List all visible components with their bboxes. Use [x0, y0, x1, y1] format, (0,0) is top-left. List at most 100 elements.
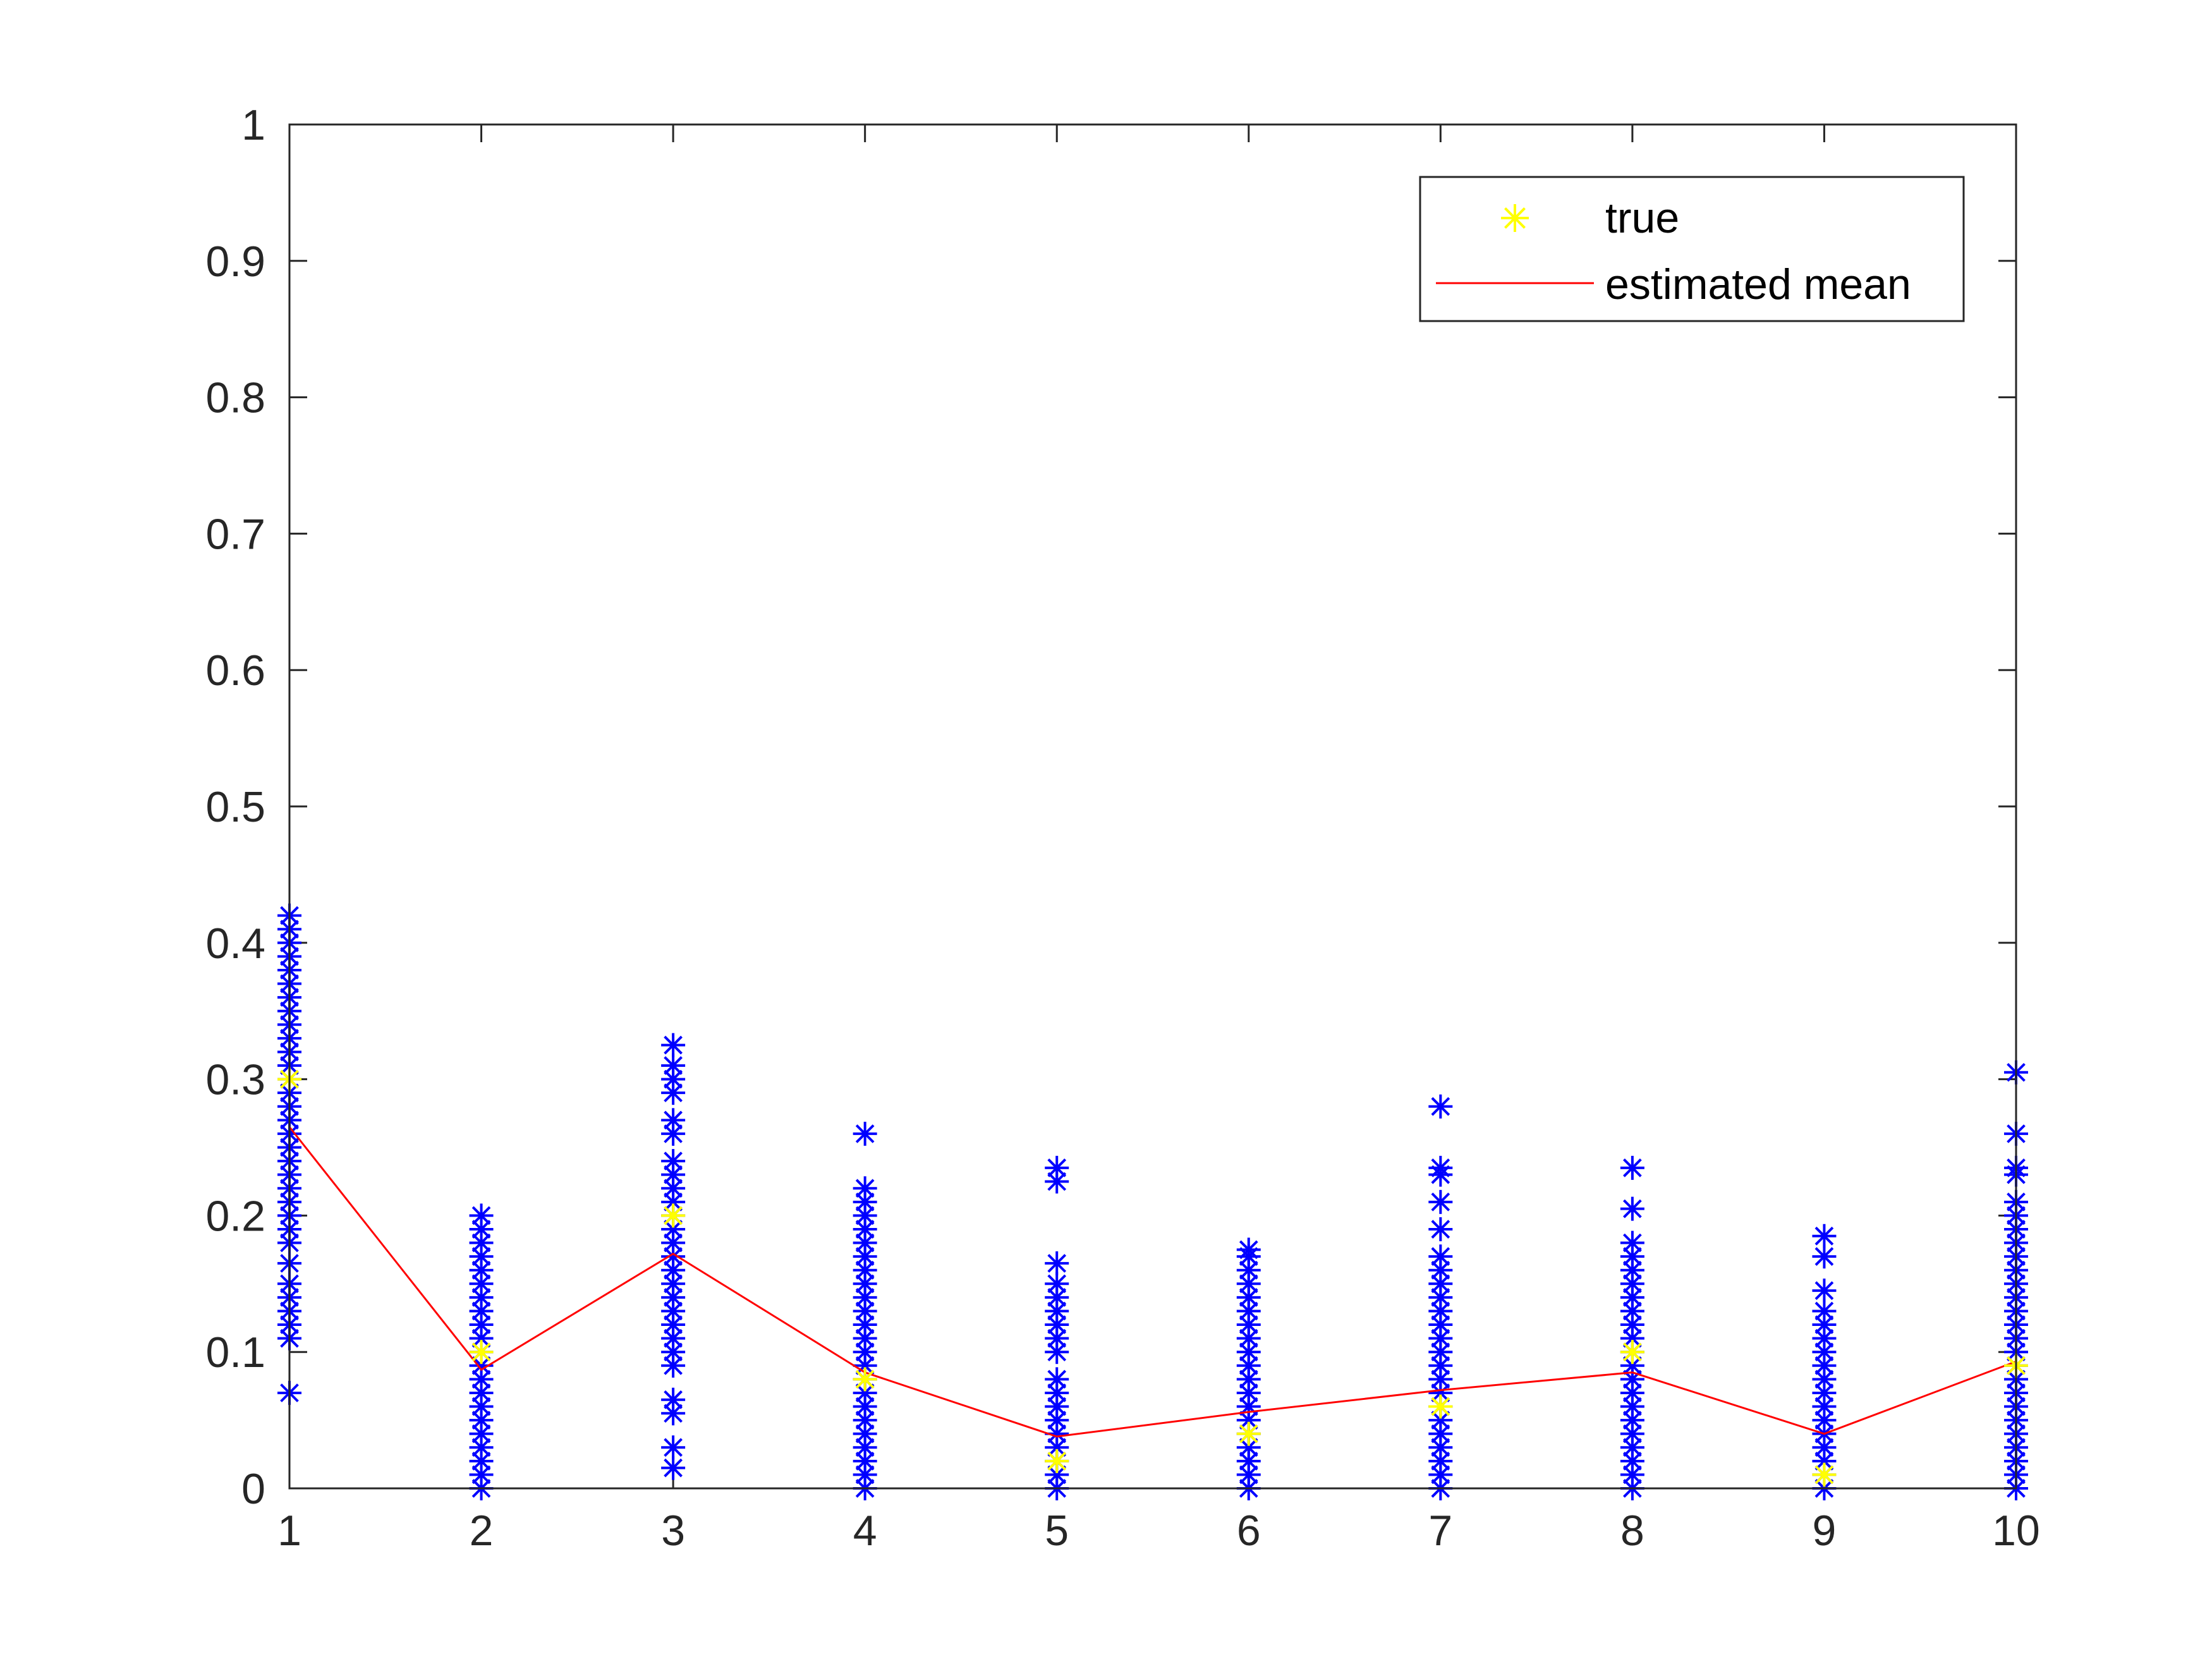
- sample-point: [1236, 1237, 1261, 1262]
- x-tick-label: 8: [1620, 1507, 1644, 1555]
- sample-point: [1620, 1155, 1644, 1180]
- sample-point: [853, 1121, 877, 1146]
- tick-labels: 1 2 3 4 5 6 7 8 9 10 0 0.1 0.2 0.3 0.4 0.5 0.6 0.7 0.8 0.9 1: [205, 101, 2039, 1555]
- estimated-mean-line-group: [288, 1126, 2017, 1438]
- sample-point: [469, 1299, 494, 1323]
- sample-point: [853, 1449, 877, 1473]
- x-tick-label: 7: [1428, 1507, 1452, 1555]
- sample-point: [661, 1054, 686, 1078]
- sample-point: [1620, 1421, 1644, 1446]
- y-tick-label: 0.1: [205, 1328, 265, 1376]
- sample-point: [853, 1408, 877, 1433]
- sample-point: [853, 1299, 877, 1323]
- sample-point: [1428, 1367, 1453, 1392]
- sample-point: [661, 1455, 686, 1480]
- legend-true-marker: [1501, 204, 1529, 232]
- sample-point: [1045, 1394, 1069, 1419]
- sample-point: [853, 1217, 877, 1241]
- x-tick-label: 10: [1992, 1507, 2040, 1555]
- y-tick-label: 0.9: [205, 238, 265, 286]
- sample-point: [1045, 1251, 1069, 1275]
- sample-point: [1812, 1224, 1837, 1248]
- sample-point: [661, 1149, 686, 1174]
- sample-point: [469, 1244, 494, 1269]
- sample-point: [1620, 1196, 1644, 1221]
- sample-point: [1045, 1155, 1069, 1180]
- plot-frame: [288, 123, 2017, 1490]
- sample-point: [1620, 1408, 1644, 1433]
- legend: true estimated mean: [1419, 176, 1965, 322]
- sample-point: [1236, 1285, 1261, 1310]
- legend-box: [1419, 176, 1965, 322]
- true-point: [853, 1367, 877, 1392]
- y-tick-label: 0.6: [205, 647, 265, 695]
- sample-point: [469, 1462, 494, 1487]
- legend-label-estimated-mean: estimated mean: [1605, 260, 1911, 308]
- sample-point: [1620, 1272, 1644, 1296]
- sample-point: [469, 1272, 494, 1296]
- true-point: [1812, 1462, 1837, 1487]
- sample-point: [853, 1176, 877, 1201]
- sample-point: [661, 1435, 686, 1460]
- legend-label-true: true: [1605, 194, 1679, 242]
- sample-point: [1812, 1299, 1837, 1323]
- true-point: [469, 1340, 494, 1364]
- sample-point: [1428, 1449, 1453, 1473]
- y-tick-label: 0.5: [205, 783, 265, 831]
- sample-point: [1428, 1189, 1453, 1214]
- legend-true-asterisk: [1501, 204, 1529, 232]
- sample-point: [1620, 1462, 1644, 1487]
- y-tick-label: 0.2: [205, 1192, 265, 1240]
- y-tick-label: 0.7: [205, 510, 265, 558]
- x-tick-label: 4: [853, 1507, 877, 1555]
- true-point: [1428, 1394, 1453, 1419]
- sample-point: [661, 1387, 686, 1412]
- sample-point: [1428, 1244, 1453, 1269]
- true-point: [1620, 1340, 1644, 1364]
- true-point: [661, 1203, 686, 1228]
- sample-point: [853, 1313, 877, 1337]
- sample-point: [1428, 1155, 1453, 1180]
- sample-point: [469, 1203, 494, 1228]
- sample-point: [1620, 1353, 1644, 1378]
- sample-point: [1428, 1094, 1453, 1119]
- sample-point: [661, 1108, 686, 1133]
- sample-point: [1812, 1279, 1837, 1303]
- sample-point: [1236, 1326, 1261, 1351]
- sample-point: [1428, 1217, 1453, 1241]
- y-tick-label: 0.3: [205, 1056, 265, 1104]
- sample-point: [1045, 1169, 1069, 1194]
- sample-point: [1428, 1299, 1453, 1323]
- x-tick-label: 3: [661, 1507, 685, 1555]
- x-tick-label: 2: [470, 1507, 494, 1555]
- sample-point: [1428, 1326, 1453, 1351]
- x-tick-label: 6: [1237, 1507, 1261, 1555]
- true-point: [1236, 1421, 1261, 1446]
- sample-point: [1045, 1340, 1069, 1364]
- y-tick-label: 0.8: [205, 374, 265, 422]
- sample-point: [1812, 1326, 1837, 1351]
- x-tick-label: 5: [1045, 1507, 1069, 1555]
- y-tick-label: 1: [241, 101, 265, 149]
- sample-point: [1045, 1367, 1069, 1392]
- sample-point: [661, 1067, 686, 1091]
- sample-point: [1236, 1449, 1261, 1473]
- sample-point: [1812, 1340, 1837, 1364]
- sample-point: [1045, 1408, 1069, 1433]
- plot-area: [289, 125, 2016, 1488]
- x-tick-label: 9: [1813, 1507, 1837, 1555]
- sample-point: [661, 1285, 686, 1310]
- y-tick-label: 0: [241, 1465, 265, 1513]
- x-tick-label: 1: [277, 1507, 301, 1555]
- sample-point: [1428, 1435, 1453, 1460]
- sample-point: [853, 1231, 877, 1255]
- sample-point: [1428, 1462, 1453, 1487]
- sample-point: [1428, 1258, 1453, 1282]
- sample-point: [661, 1340, 686, 1364]
- sample-point: [1045, 1272, 1069, 1296]
- sample-point: [661, 1033, 686, 1057]
- y-tick-label: 0.4: [205, 920, 265, 968]
- true-point: [1045, 1449, 1069, 1473]
- sample-point: [1812, 1244, 1837, 1269]
